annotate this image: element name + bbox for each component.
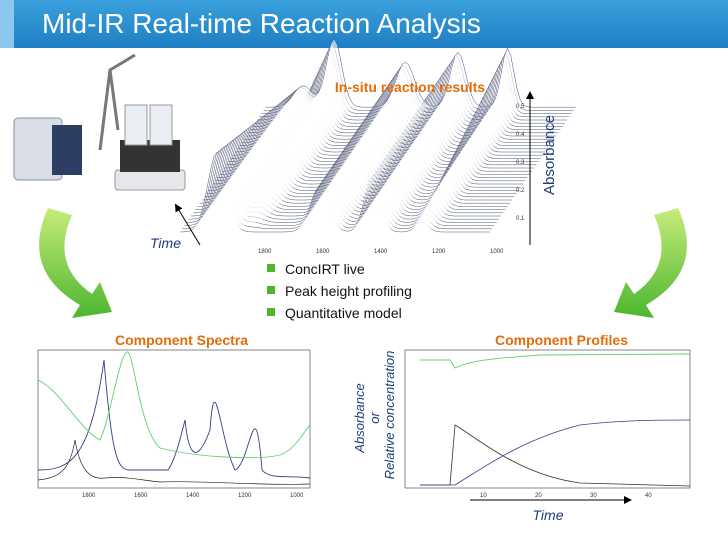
y-tick-label: 0.4 [516,132,525,138]
y-tick-label: 0.2 [516,188,525,194]
bullet-marker [267,308,275,316]
bullet-marker [267,286,275,294]
x-tick-label: 1000 [290,493,304,499]
x-tick-label: 1000 [490,249,504,255]
x-label: Time [150,235,181,251]
x-tick-label: 40 [645,493,652,499]
bullet-marker [267,264,275,272]
bullet-text: Quantitative model [285,305,402,321]
waterfall-image [179,38,576,233]
y-label: or [367,412,382,424]
bullet-text: ConcIRT live [285,261,365,277]
x-tick-label: 1400 [186,493,200,499]
y-tick-label: 0.5 [516,104,525,110]
spectra-plot [37,349,311,489]
left-arrow [39,208,112,318]
x-tick-label: 1600 [134,493,148,499]
y-tick-label: 0.3 [516,160,525,166]
x-tick-label: 30 [590,493,597,499]
x-tick-label: 10 [480,493,487,499]
y-tick-label: 0.1 [516,216,525,222]
profiles-title: Component Profiles [495,332,628,348]
time-arrow [174,203,201,246]
x-tick-label: 20 [535,493,542,499]
waterfall-line [265,38,576,108]
title: Mid-IR Real-time Reaction Analysis [42,8,481,39]
x-tick-label: 1200 [238,493,252,499]
x-tick-label: 1600 [316,249,330,255]
right-arrow [614,208,687,318]
y-label: Absorbance [541,115,558,195]
y-label: Absorbance [352,383,367,453]
x-tick-label: 1400 [374,249,388,255]
x-tick-label: 1200 [432,249,446,255]
header-bar [0,0,728,48]
profiles-x-label: Time [533,507,564,523]
x-tick-label: 1800 [258,249,272,255]
spectra-title: Component Spectra [115,332,248,348]
plot-title: In-situ reaction results [335,79,485,95]
header-accent [0,0,14,48]
instrument-image [13,53,186,191]
y-label: Relative concentration [382,351,397,480]
profiles-plot [404,349,691,489]
x-tick-label: 1800 [82,493,96,499]
bullet-text: Peak height profiling [285,283,412,299]
